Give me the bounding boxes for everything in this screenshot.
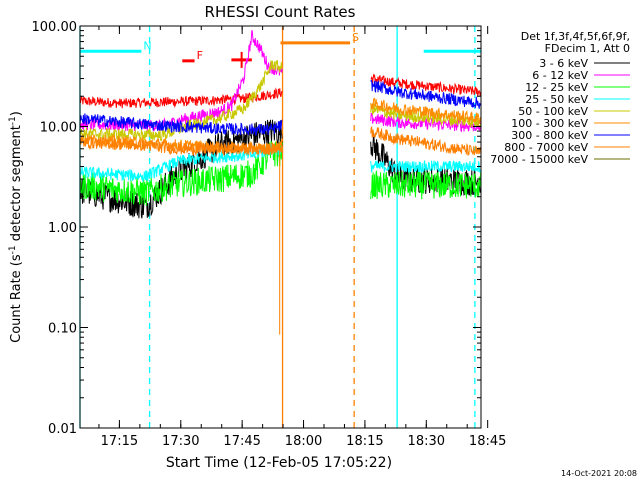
chart-title: RHESSI Count Rates (205, 3, 356, 21)
legend-entry-label: 12 - 25 keV (525, 81, 588, 94)
y-axis-label-end: ) (9, 111, 24, 116)
y-tick-label: 0.01 (48, 422, 77, 437)
y-axis-label: Count Rate (s-1 detector segment-1) (8, 111, 24, 343)
legend-entry-label: 7000 - 15000 keV (490, 153, 588, 166)
x-tick-label: 17:30 (162, 434, 199, 449)
y-axis-label-sup2: -1 (8, 116, 18, 125)
x-tick-label: 17:15 (101, 434, 138, 449)
legend-entry-label: 3 - 6 keV (539, 57, 588, 70)
x-axis-label: Start Time (12-Feb-05 17:05:22) (166, 455, 392, 471)
legend-entry-label: 25 - 50 keV (525, 93, 588, 106)
x-tick-label: 18:45 (469, 434, 506, 449)
series-red (79, 73, 482, 109)
x-tick-label: 18:15 (346, 434, 383, 449)
legend-entry-label: 300 - 800 keV (511, 129, 588, 142)
series-800-7000-kev (79, 125, 482, 157)
y-tick-label: 1.00 (48, 221, 77, 236)
series-12-25-kev (79, 140, 482, 206)
y-tick-label: 100.00 (32, 20, 78, 35)
legend-entry-label: 50 - 100 keV (518, 105, 588, 118)
y-tick-label: 10.00 (40, 121, 77, 136)
legend-header-2: FDecim 1, Att 0 (545, 42, 630, 55)
flag-label: F (197, 49, 203, 62)
x-tick-label: 18:00 (285, 434, 322, 449)
legend-entry-label: 800 - 7000 keV (504, 141, 588, 154)
legend-header-1: Det 1f,3f,4f,5f,6f,9f, (521, 30, 630, 43)
plot-series (79, 29, 482, 335)
x-tick-label: 18:30 (408, 434, 445, 449)
legend-entry-label: 6 - 12 keV (532, 69, 588, 82)
y-axis-label-mid: detector segment (9, 125, 24, 245)
legend: Det 1f,3f,4f,5f,6f,9f, FDecim 1, Att 0 3… (490, 30, 630, 166)
axes: 100.00 10.00 1.00 0.10 0.01 17:15 17:30 17:45 18… (32, 20, 507, 449)
flag-label: S (352, 31, 359, 44)
series-300-800-kev (79, 79, 481, 137)
footer-date: 14-Oct-2021 20:08 (561, 469, 637, 478)
y-tick-label: 0.10 (48, 322, 77, 337)
y-axis-label-sup1: -1 (8, 245, 18, 254)
y-axis-label-main: Count Rate (s (9, 254, 24, 343)
flag-label: N (143, 39, 151, 52)
legend-entry-label: 100 - 300 keV (511, 117, 588, 130)
x-tick-label: 17:45 (223, 434, 260, 449)
